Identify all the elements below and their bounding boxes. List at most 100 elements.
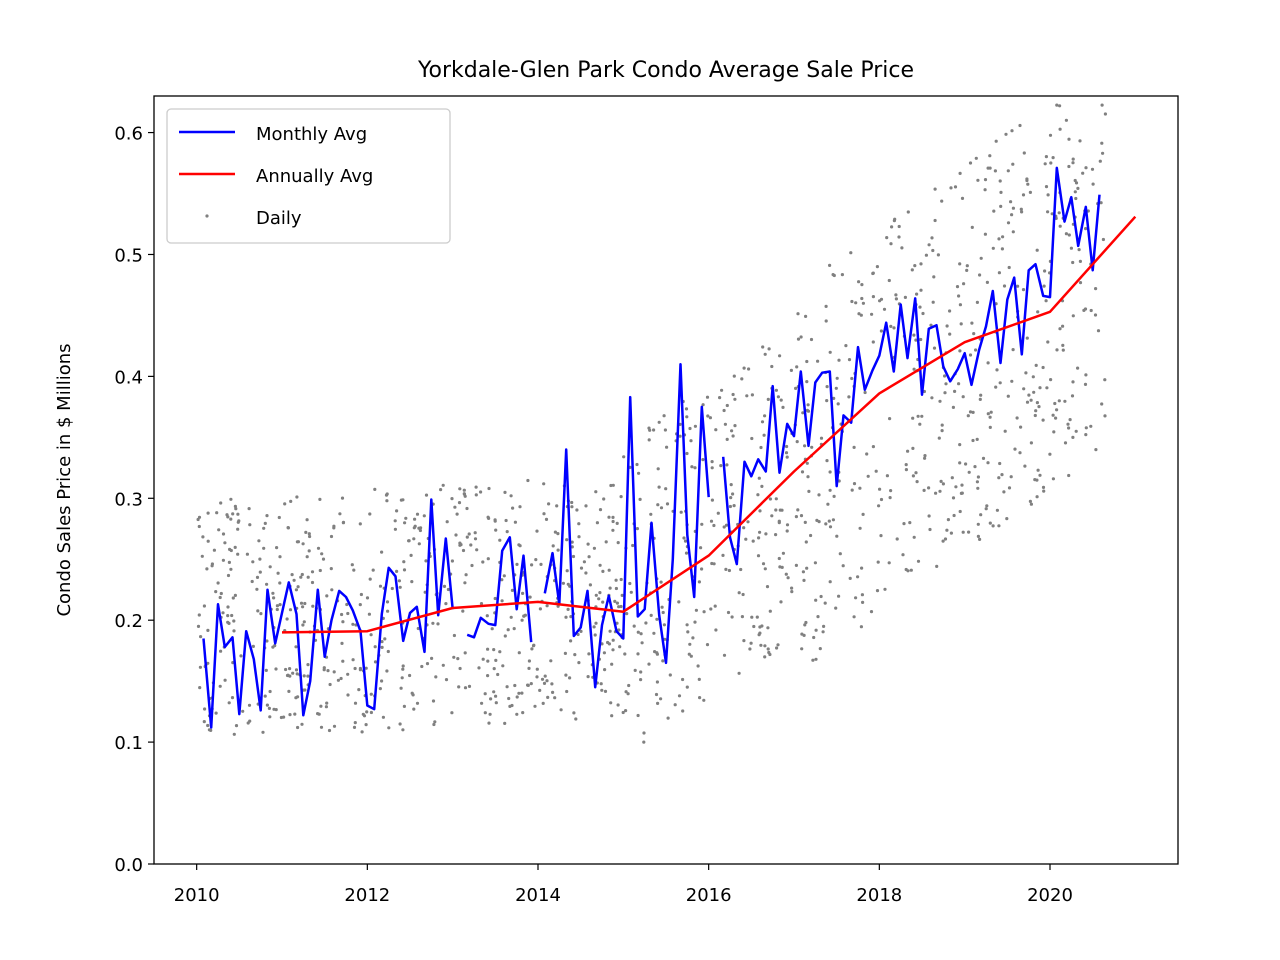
daily-point	[416, 626, 420, 631]
daily-point	[871, 445, 876, 449]
daily-point	[572, 711, 576, 715]
daily-point	[463, 494, 467, 498]
daily-point	[515, 712, 519, 716]
daily-point	[199, 635, 203, 639]
daily-point	[737, 591, 741, 595]
daily-point	[206, 628, 210, 633]
daily-point	[565, 538, 569, 542]
daily-point	[1061, 343, 1065, 347]
daily-point	[1071, 380, 1075, 384]
daily-point	[492, 690, 496, 694]
daily-point	[611, 528, 615, 532]
daily-point	[677, 694, 682, 698]
daily-point	[593, 633, 597, 637]
daily-point	[594, 621, 598, 625]
daily-point	[662, 414, 666, 418]
daily-point	[1010, 129, 1014, 133]
daily-point	[233, 504, 237, 508]
daily-point	[965, 264, 969, 268]
daily-point	[1025, 336, 1029, 340]
daily-point	[1046, 193, 1050, 197]
daily-point	[686, 630, 690, 634]
daily-point	[378, 584, 383, 588]
daily-point	[365, 596, 370, 600]
daily-point	[1091, 182, 1095, 186]
daily-point	[457, 685, 461, 689]
daily-point	[976, 475, 981, 479]
daily-point	[507, 696, 511, 701]
daily-point	[415, 701, 420, 705]
daily-point	[1003, 429, 1007, 433]
daily-point	[346, 611, 350, 616]
daily-point	[1015, 416, 1019, 420]
daily-point	[422, 514, 426, 518]
daily-point	[236, 512, 240, 516]
daily-point	[1096, 329, 1101, 333]
daily-point	[598, 591, 602, 595]
daily-point	[994, 139, 998, 143]
daily-point	[207, 728, 211, 732]
daily-point	[592, 546, 597, 550]
daily-point	[498, 538, 502, 542]
daily-point	[724, 567, 728, 572]
daily-point	[861, 301, 866, 305]
daily-point	[639, 678, 643, 682]
daily-point	[914, 338, 918, 342]
daily-point	[529, 682, 533, 686]
daily-point	[796, 508, 800, 512]
daily-point	[889, 242, 893, 246]
daily-point	[318, 568, 322, 573]
daily-point	[759, 445, 763, 450]
daily-point	[353, 701, 358, 705]
daily-point	[727, 568, 732, 573]
daily-point	[964, 462, 968, 466]
daily-point	[1055, 348, 1059, 352]
daily-point	[915, 480, 919, 484]
daily-point	[219, 649, 223, 653]
daily-point	[420, 664, 424, 669]
daily-point	[710, 460, 714, 464]
daily-point	[794, 515, 799, 519]
daily-point	[265, 639, 269, 643]
daily-point	[506, 628, 510, 632]
daily-point	[611, 483, 615, 487]
daily-point	[844, 344, 848, 348]
daily-point	[866, 474, 870, 478]
daily-point	[939, 479, 943, 483]
daily-point	[824, 522, 828, 526]
daily-point	[894, 293, 898, 297]
y-axis: 0.0 0.1 0.2 0.3 0.4 0.5 0.6	[114, 124, 154, 876]
daily-point	[454, 533, 458, 537]
daily-point	[546, 695, 550, 700]
daily-point	[887, 278, 891, 283]
daily-point	[1022, 151, 1026, 155]
daily-point	[968, 353, 973, 357]
daily-point	[740, 377, 744, 381]
daily-point	[678, 434, 682, 438]
daily-point	[933, 218, 937, 223]
legend-box	[166, 108, 451, 244]
daily-point	[325, 701, 329, 705]
daily-point	[533, 704, 537, 708]
daily-point	[906, 569, 910, 573]
daily-point	[1053, 401, 1057, 406]
daily-point	[504, 518, 508, 523]
daily-point	[826, 502, 830, 506]
daily-point	[976, 178, 980, 182]
daily-point	[640, 641, 644, 645]
daily-point	[768, 652, 772, 657]
daily-point	[353, 666, 357, 671]
daily-point	[1007, 486, 1012, 490]
daily-point	[496, 672, 500, 677]
daily-point	[713, 604, 717, 608]
daily-point	[1046, 210, 1050, 214]
daily-point	[245, 552, 249, 556]
daily-point	[1071, 260, 1075, 265]
daily-point	[239, 654, 243, 658]
daily-point	[834, 606, 838, 610]
daily-point	[655, 617, 659, 621]
daily-point	[352, 725, 357, 730]
daily-point	[601, 600, 605, 604]
daily-point	[487, 486, 491, 491]
daily-point	[609, 483, 613, 488]
